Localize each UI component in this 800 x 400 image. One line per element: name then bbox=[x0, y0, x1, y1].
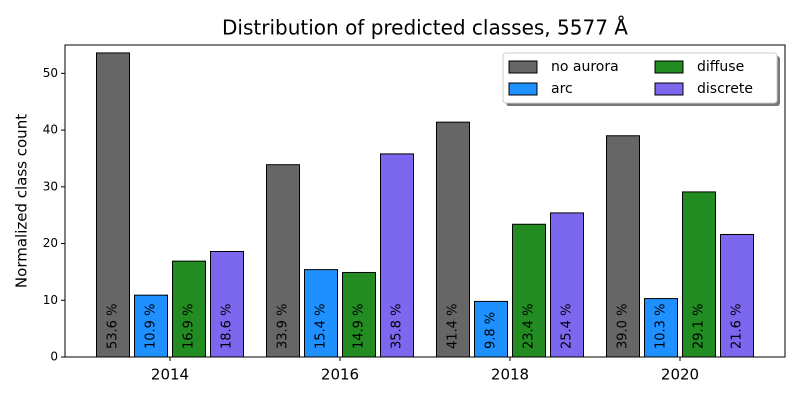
value-label: 29.1 % bbox=[692, 304, 707, 349]
bar bbox=[304, 269, 338, 358]
bar bbox=[380, 153, 414, 358]
bar bbox=[606, 135, 640, 358]
value-label: 33.9 % bbox=[276, 304, 291, 349]
x-tick-label: 2014 bbox=[151, 366, 189, 384]
bar bbox=[512, 223, 546, 358]
y-axis-label: Normalized class count bbox=[13, 114, 31, 288]
value-label: 9.8 % bbox=[484, 312, 499, 349]
legend-swatch bbox=[654, 60, 684, 74]
x-tick-label: 2018 bbox=[491, 366, 529, 384]
bar bbox=[172, 260, 206, 358]
y-tick-label: 40 bbox=[43, 123, 58, 137]
y-tick-label: 0 bbox=[50, 350, 58, 364]
legend-swatch bbox=[654, 82, 684, 96]
y-tick-label: 20 bbox=[43, 236, 58, 250]
bar bbox=[210, 250, 244, 358]
legend-label: diffuse bbox=[697, 59, 744, 75]
legend-label: no aurora bbox=[551, 59, 619, 75]
legend: no aurora arc diffuse discrete bbox=[502, 52, 780, 106]
value-label: 39.0 % bbox=[616, 304, 631, 349]
legend-swatch bbox=[508, 60, 538, 74]
value-label: 14.9 % bbox=[352, 304, 367, 349]
x-tick-label: 2016 bbox=[321, 366, 359, 384]
plot-frame bbox=[64, 44, 786, 358]
legend-label: arc bbox=[551, 81, 573, 97]
bar bbox=[550, 212, 584, 358]
y-tick-label: 10 bbox=[43, 293, 58, 307]
x-tick-label: 2020 bbox=[661, 366, 699, 384]
value-label: 21.6 % bbox=[730, 304, 745, 349]
bar bbox=[682, 191, 716, 358]
value-label: 15.4 % bbox=[314, 304, 329, 349]
value-label: 23.4 % bbox=[522, 304, 537, 349]
legend-swatch bbox=[508, 82, 538, 96]
bar bbox=[342, 271, 376, 358]
chart-title: Distribution of predicted classes, 5577 … bbox=[222, 16, 628, 40]
y-tick-label: 50 bbox=[43, 66, 58, 80]
value-label: 35.8 % bbox=[390, 304, 405, 349]
value-label: 41.4 % bbox=[446, 304, 461, 349]
bar bbox=[266, 164, 300, 358]
value-label: 53.6 % bbox=[106, 304, 121, 349]
bar bbox=[134, 294, 168, 358]
legend-box bbox=[502, 52, 778, 104]
value-label: 16.9 % bbox=[182, 304, 197, 349]
bar bbox=[436, 121, 470, 358]
legend-label: discrete bbox=[697, 81, 753, 97]
bar bbox=[644, 298, 678, 358]
value-label: 10.3 % bbox=[654, 304, 669, 349]
value-label: 10.9 % bbox=[144, 304, 159, 349]
value-label: 18.6 % bbox=[220, 304, 235, 349]
value-label: 25.4 % bbox=[560, 304, 575, 349]
y-tick-label: 30 bbox=[43, 179, 58, 193]
bar bbox=[720, 233, 754, 358]
